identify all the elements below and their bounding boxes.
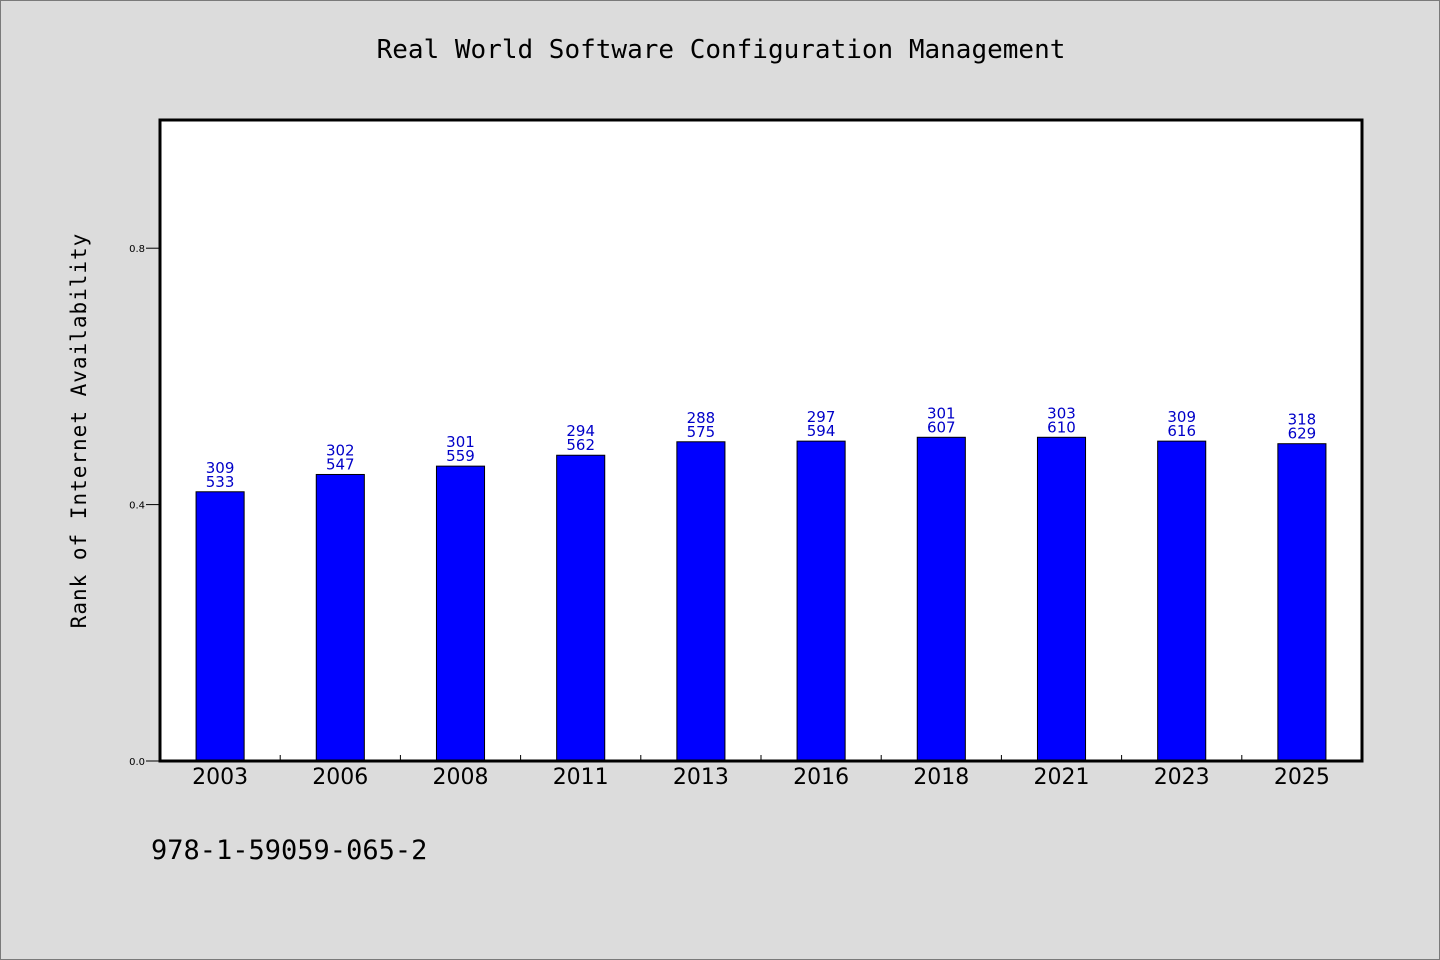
y-tick-label: 0.4	[129, 501, 145, 512]
y-axis-label: Rank of Internet Availability	[67, 233, 91, 629]
data-label-top: 318	[1288, 411, 1317, 429]
bar-2018	[916, 436, 966, 762]
bar-2008	[435, 465, 486, 762]
bar-2025	[1277, 443, 1327, 762]
bar-2013	[676, 441, 726, 762]
x-tick-label: 2003	[192, 765, 248, 790]
data-label-bottom: 607	[927, 418, 956, 436]
data-label-top: 301	[927, 404, 956, 422]
bar-2006	[315, 473, 365, 762]
chart-title: Real World Software Configuration Manage…	[376, 35, 1066, 65]
isbn-text: 978-1-59059-065-2	[151, 835, 428, 866]
x-tick-label: 2016	[793, 765, 849, 790]
x-tick-label: 2013	[673, 765, 729, 790]
x-tick-label: 2008	[433, 765, 489, 790]
bar-2003	[195, 491, 245, 762]
x-tick-label: 2025	[1274, 765, 1330, 790]
data-label-top: 302	[326, 441, 355, 459]
x-tick-label: 2006	[312, 765, 368, 790]
data-label-top: 309	[206, 459, 235, 477]
data-label-top: 301	[446, 433, 475, 451]
data-label-bottom: 616	[1167, 422, 1196, 440]
data-label-bottom: 610	[1047, 418, 1076, 436]
bar-2021	[1036, 436, 1087, 762]
data-label-top: 309	[1167, 408, 1196, 426]
data-label-top: 297	[807, 408, 836, 426]
data-label-bottom: 575	[687, 423, 716, 441]
data-label-bottom: 629	[1288, 425, 1317, 443]
data-label-top: 288	[687, 409, 716, 427]
x-tick-label: 2018	[913, 765, 969, 790]
bar-2011	[556, 454, 606, 762]
data-label-top: 303	[1047, 404, 1076, 422]
data-label-bottom: 562	[566, 436, 595, 454]
data-label-bottom: 594	[807, 422, 836, 440]
data-label-bottom: 533	[206, 473, 235, 491]
bar-2023	[1157, 440, 1207, 762]
x-tick-label: 2023	[1154, 765, 1210, 790]
y-tick-label: 0.8	[129, 244, 145, 255]
y-tick-label: 0.0	[129, 757, 145, 768]
data-label-bottom: 547	[326, 455, 355, 473]
x-tick-label: 2011	[553, 765, 609, 790]
data-label-top: 294	[566, 422, 595, 440]
x-tick-label: 2021	[1034, 765, 1090, 790]
bar-2016	[796, 440, 846, 762]
data-label-bottom: 559	[446, 447, 475, 465]
